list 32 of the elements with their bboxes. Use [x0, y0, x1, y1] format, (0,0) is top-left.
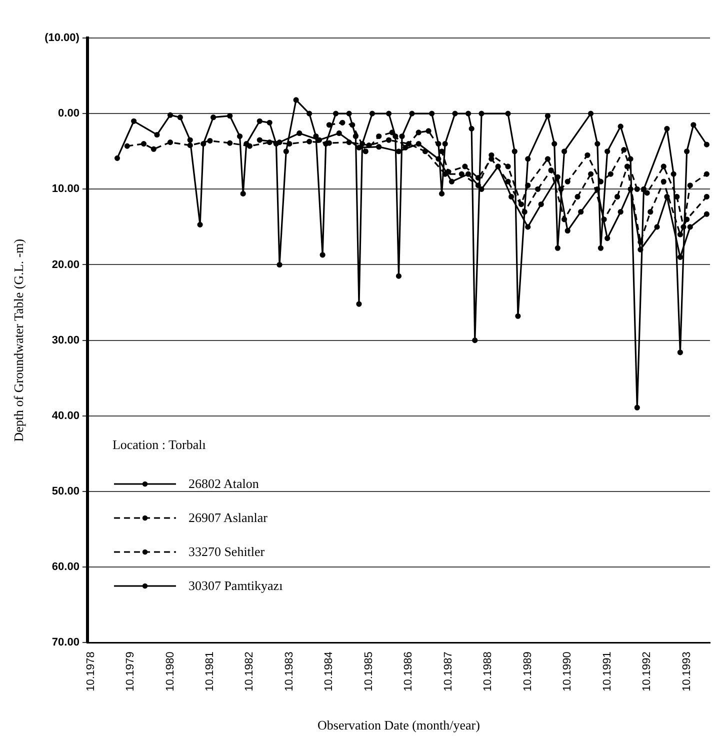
y-tick-label: (10.00): [44, 32, 80, 44]
legend-title: Location : Torbalı: [112, 436, 207, 453]
y-tick-label: 40.00: [52, 410, 80, 422]
legend-label: 26907 Aslanlar: [188, 510, 268, 526]
x-tick-label: 10.1980: [164, 652, 176, 692]
y-tick-label: 10.00: [52, 183, 80, 196]
x-tick-label: 10.1983: [283, 652, 296, 692]
x-axis-title: Observation Date (month/year): [318, 718, 480, 733]
x-tick-label: 10.1992: [641, 652, 654, 692]
y-tick-label: 20.00: [52, 258, 80, 271]
y-tick-label: 30.00: [52, 334, 80, 346]
x-tick-label: 10.1981: [204, 652, 216, 692]
y-axis-title: Depth of Groundwater Table (G.L. -m): [11, 238, 26, 442]
y-tick-label: 60.00: [52, 561, 80, 574]
x-tick-label: 10.1985: [362, 652, 375, 692]
y-tick-label: 50.00: [52, 486, 80, 498]
x-tick-label: 10.1987: [442, 652, 454, 692]
x-tick-label: 10.1990: [562, 652, 574, 692]
legend-label: 30307 Pamtikyazı: [188, 578, 283, 594]
x-tick-label: 10.1984: [323, 652, 336, 692]
x-tick-label: 10.1991: [601, 652, 614, 692]
x-tick-label: 10.1989: [522, 652, 534, 692]
y-tick-label: 70.00: [52, 636, 80, 649]
x-tick-label: 10.1982: [244, 652, 256, 692]
x-tick-label: 10.1979: [124, 652, 137, 692]
x-tick-label: 10.1988: [482, 652, 494, 692]
legend-label: 33270 Sehitler: [188, 544, 265, 560]
x-tick-label: 10.1978: [84, 652, 97, 692]
y-tick-label: 0.00: [58, 108, 80, 120]
legend-label: 26802 Atalon: [188, 476, 259, 492]
x-tick-label: 10.1993: [680, 652, 693, 692]
x-tick-label: 10.1986: [402, 652, 415, 692]
